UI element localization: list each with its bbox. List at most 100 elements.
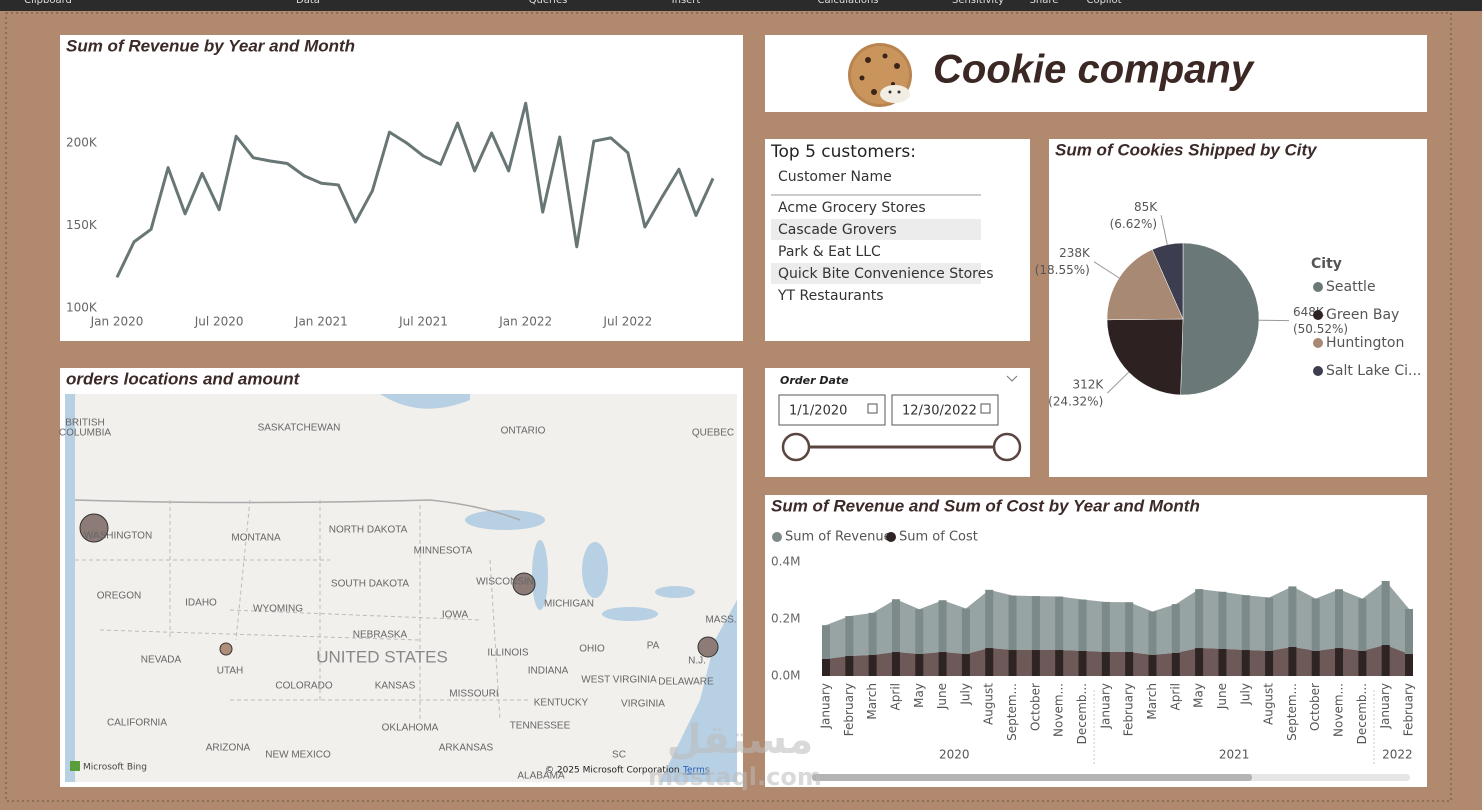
- map-label: OREGON: [97, 591, 141, 602]
- map-brand: Microsoft Bing: [83, 763, 147, 773]
- map-label: ALABAMA: [517, 771, 565, 782]
- legend-title: City: [1311, 256, 1342, 272]
- cost-column: [1101, 652, 1110, 676]
- area: [826, 580, 1409, 659]
- cost-column: [822, 658, 830, 676]
- cost-column: [1008, 650, 1017, 676]
- data-label: (6.62%): [1110, 217, 1157, 231]
- ribbon-item: Share: [1030, 0, 1059, 6]
- map-label: VIRGINIA: [621, 699, 665, 710]
- location-bubble[interactable]: [697, 636, 719, 658]
- map-label: QUEBEC: [692, 428, 734, 439]
- map-label: ARIZONA: [206, 743, 251, 754]
- x-tick-label: February: [1402, 683, 1416, 736]
- legend-label: Sum of Cost: [899, 530, 978, 545]
- revenue-column: [1125, 602, 1134, 653]
- map-label: SC: [612, 750, 626, 761]
- cost-column: [1055, 650, 1064, 676]
- canvas-border: [5, 12, 1452, 802]
- x-tick-label: April: [1168, 683, 1182, 710]
- table-cell: Quick Bite Convenience Stores: [778, 266, 994, 282]
- map-label: UNITED STATES: [316, 647, 448, 666]
- date-input[interactable]: [778, 394, 886, 426]
- cost-column: [1358, 650, 1367, 676]
- row-highlight: [771, 219, 981, 240]
- map-label: MASS.: [705, 615, 736, 626]
- y-tick-label: 200K: [66, 135, 98, 149]
- x-tick-label: March: [1145, 683, 1159, 720]
- x-tick-label: Jul 2021: [398, 315, 448, 329]
- y-tick-label: 0.0M: [771, 669, 800, 683]
- slider-handle[interactable]: [992, 432, 1022, 462]
- map-label: ARKANSAS: [439, 743, 494, 754]
- data-label: 312K: [1072, 378, 1104, 392]
- chevron[interactable]: [1006, 375, 1018, 382]
- x-tick-label: April: [888, 683, 902, 710]
- x-tick-label: January: [1098, 683, 1112, 730]
- leader-line: [1106, 371, 1130, 394]
- map-label: OHIO: [579, 644, 605, 655]
- map-label: WASHINGTON: [84, 531, 152, 542]
- map-label: TENNESSEE: [510, 721, 571, 732]
- cost-column: [1265, 650, 1274, 676]
- location-bubble[interactable]: [219, 642, 233, 656]
- data-label: (24.32%): [1048, 395, 1103, 409]
- slicer-title: Order Date: [780, 374, 849, 387]
- map-label: MONTANA: [231, 533, 281, 544]
- revenue-column: [1078, 599, 1087, 651]
- map-label: NORTH DAKOTA: [329, 525, 408, 536]
- map-label: OKLAHOMA: [382, 723, 439, 734]
- x-tick-label: Decemb...: [1355, 683, 1369, 744]
- revenue-column: [915, 609, 924, 655]
- location-bubble[interactable]: [79, 513, 109, 543]
- slider-handle[interactable]: [781, 432, 811, 462]
- map-attribution: © 2025 Microsoft Corporation: [545, 766, 680, 776]
- cost-column: [961, 654, 970, 676]
- map-label: ILLINOIS: [487, 648, 528, 659]
- cost-column: [1195, 648, 1204, 676]
- x-tick-label: July: [1238, 683, 1252, 706]
- revenue-column: [1031, 596, 1040, 651]
- legend-label: Green Bay: [1326, 307, 1399, 323]
- table-cell: Acme Grocery Stores: [778, 200, 926, 216]
- map-label: N.J.: [688, 656, 706, 667]
- chart-title: Sum of Revenue and Sum of Cost by Year a…: [771, 496, 1200, 515]
- revenue-column: [1218, 591, 1227, 649]
- legend-marker: [1313, 310, 1323, 320]
- data-label: (18.55%): [1035, 263, 1090, 277]
- cost-column: [1335, 648, 1344, 676]
- table-cell: Park & Eat LLC: [778, 244, 881, 260]
- map-terms[interactable]: Terms: [682, 766, 710, 776]
- pie-slice: [1106, 249, 1184, 321]
- map-label: DELAWARE: [658, 677, 714, 688]
- date-input[interactable]: [891, 394, 999, 426]
- watermark: مستقل: [667, 717, 813, 763]
- x-tick-label: May: [1192, 683, 1206, 708]
- x-tick-label: Jan 2022: [498, 315, 552, 329]
- revenue-column: [1008, 595, 1017, 651]
- area: [826, 644, 1409, 676]
- revenue-column: [1241, 595, 1250, 651]
- map-label: NEVADA: [141, 655, 182, 666]
- revenue-column: [1311, 598, 1320, 651]
- calendar-icon: [980, 403, 991, 414]
- pie-slice: [1151, 242, 1184, 320]
- revenue-column: [1405, 608, 1413, 655]
- revenue-column: [961, 608, 970, 655]
- leader-line: [1093, 261, 1120, 279]
- map-label: CALIFORNIA: [107, 718, 167, 729]
- map-label: INDIANA: [528, 666, 569, 677]
- scrollbar-thumb[interactable]: [812, 774, 1252, 781]
- x-tick-label: February: [842, 683, 856, 736]
- location-bubble[interactable]: [512, 572, 536, 596]
- cost-column: [845, 656, 854, 676]
- chart-title: Sum of Cookies Shipped by City: [1055, 140, 1318, 159]
- legend-label: Sum of Revenue: [785, 530, 892, 545]
- y-tick-label: 0.4M: [771, 554, 800, 568]
- map-label: UTAH: [217, 666, 243, 677]
- map-label: WEST VIRGINIA: [581, 675, 657, 686]
- map-label: MINNESOTA: [414, 546, 473, 557]
- map-label: KANSAS: [375, 681, 416, 692]
- map-label: COLORADO: [275, 681, 332, 692]
